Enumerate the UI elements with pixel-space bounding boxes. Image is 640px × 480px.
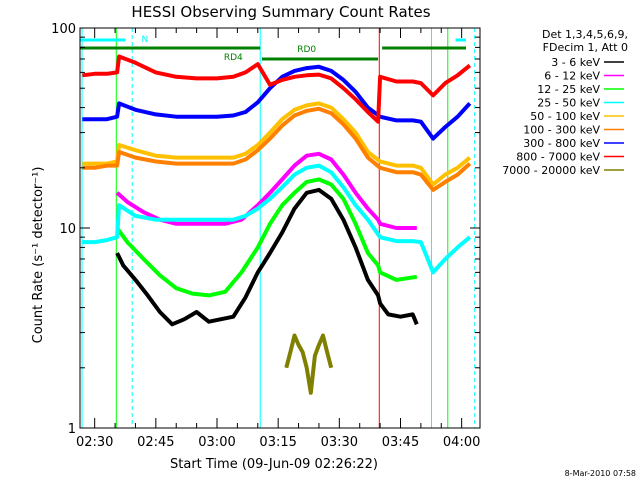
- legend-entry-label: 12 - 25 keV: [537, 83, 600, 96]
- series-line: [115, 151, 417, 230]
- legend-entry-label: 25 - 50 keV: [537, 97, 600, 110]
- series-line: [82, 163, 472, 275]
- footer-timestamp: 8-Mar-2010 07:58: [565, 469, 636, 478]
- legend-header: FDecim 1, Att 0: [543, 41, 628, 54]
- legend-header: Det 1,3,4,5,6,9,: [542, 28, 628, 41]
- y-axis-label: Count Rate (s⁻¹ detector⁻¹): [31, 167, 46, 344]
- chart-title: HESSI Observing Summary Count Rates: [131, 3, 430, 21]
- annotation-label: RD4: [224, 53, 243, 63]
- x-axis-label: Start Time (09-Jun-09 02:26:22): [170, 457, 378, 472]
- series-line: [82, 64, 472, 141]
- x-tick-label: 04:00: [443, 435, 480, 450]
- series-line: [115, 187, 419, 327]
- legend-entry-label: 6 - 12 keV: [544, 70, 600, 83]
- legend-entry-label: 300 - 800 keV: [523, 137, 600, 150]
- x-tick-label: 02:45: [137, 435, 174, 450]
- legend: Det 1,3,4,5,6,9,FDecim 1, Att 0 3 - 6 keV…: [502, 28, 628, 177]
- annotation-label: N: [141, 35, 148, 45]
- axes: 1 10 100 02:30 02:45 03:00 03:15 03:30 03:45 04:0…: [51, 22, 481, 450]
- series-line: [82, 106, 472, 192]
- y-tick-label: 10: [59, 222, 76, 237]
- y-tick-label: 1: [68, 422, 76, 437]
- legend-entry-label: 100 - 300 keV: [523, 124, 600, 137]
- legend-entry-label: 50 - 100 keV: [530, 110, 600, 123]
- x-tick-label: 03:00: [198, 435, 235, 450]
- x-tick-label: 03:45: [382, 435, 419, 450]
- legend-entry-label: 800 - 7000 keV: [516, 151, 600, 164]
- series-line: [82, 54, 472, 124]
- plot-area: N RD0 RD4: [80, 28, 476, 428]
- y-tick-label: 100: [51, 22, 76, 37]
- legend-entry-label: 3 - 6 keV: [551, 56, 600, 69]
- x-tick-label: 03:15: [259, 435, 296, 450]
- annotation-label: RD0: [297, 45, 316, 55]
- x-tick-label: 02:30: [76, 435, 113, 450]
- series-line: [82, 101, 472, 187]
- legend-entry-label: 7000 - 20000 keV: [502, 164, 600, 177]
- series-line: [115, 177, 418, 298]
- x-tick-label: 03:30: [321, 435, 358, 450]
- series-line: [284, 333, 334, 395]
